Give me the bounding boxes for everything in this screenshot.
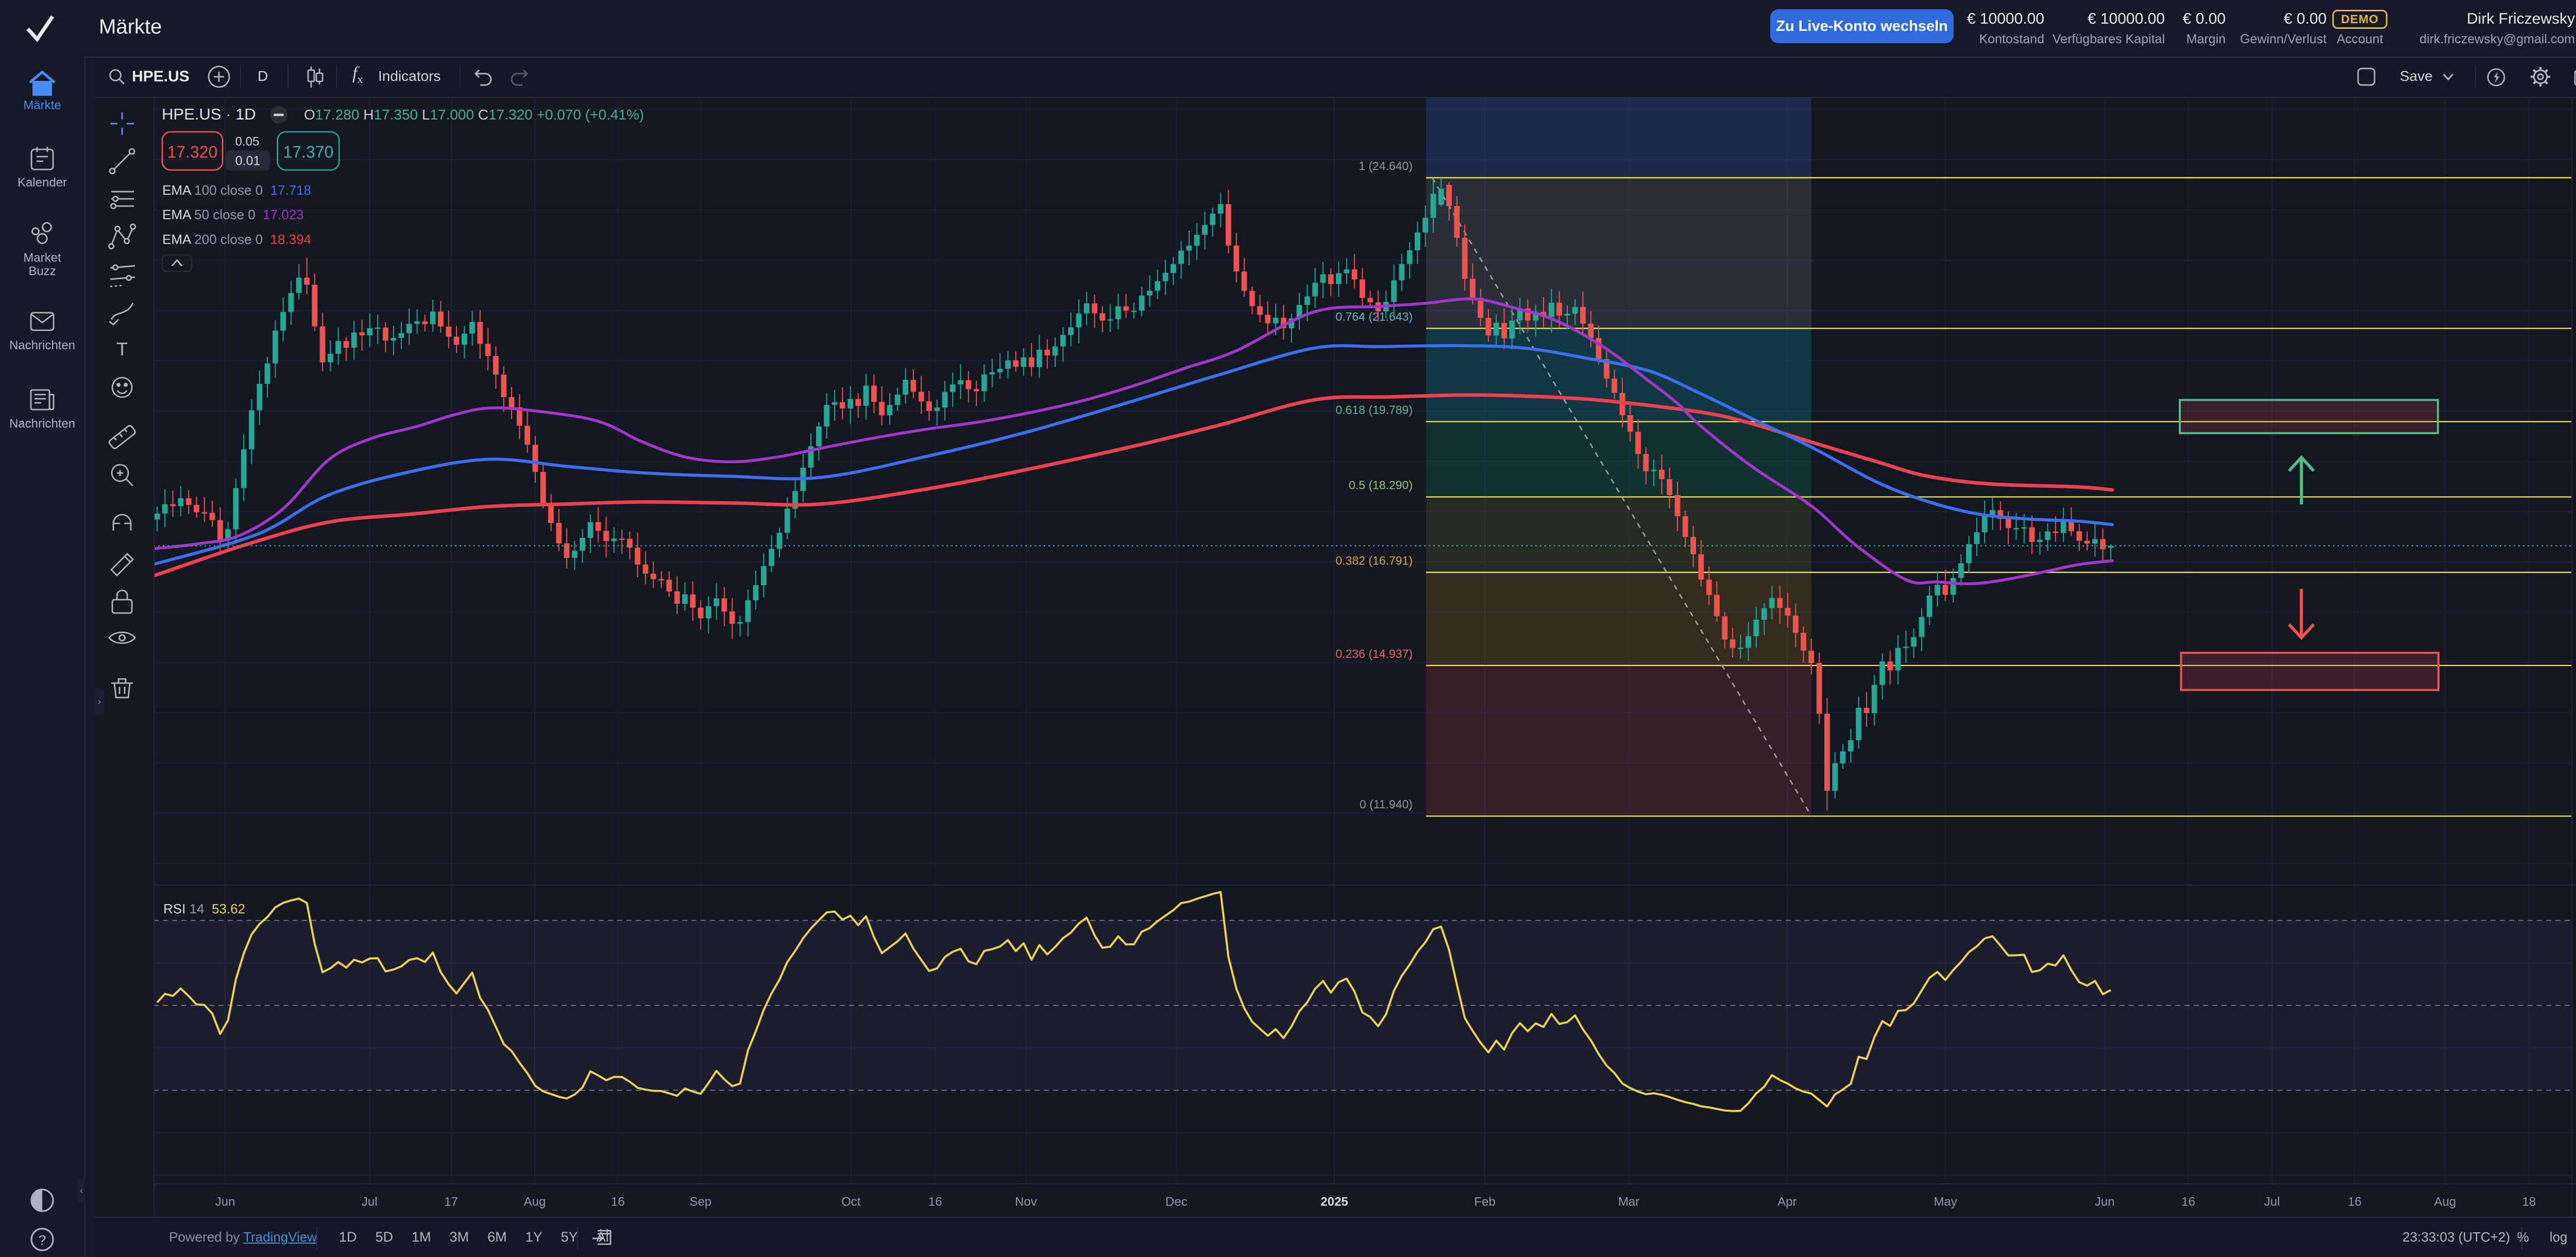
svg-text:Jul: Jul bbox=[2264, 1195, 2280, 1209]
svg-text:17.320: 17.320 bbox=[167, 143, 217, 161]
svg-text:0.5 (18.290): 0.5 (18.290) bbox=[1349, 479, 1413, 492]
svg-text:0.618 (19.789): 0.618 (19.789) bbox=[1335, 403, 1413, 416]
svg-text:Oct: Oct bbox=[841, 1195, 861, 1209]
svg-text:Sep: Sep bbox=[689, 1195, 711, 1209]
svg-text:2025: 2025 bbox=[1320, 1195, 1348, 1209]
svg-text:17: 17 bbox=[444, 1195, 458, 1209]
svg-text:16: 16 bbox=[2348, 1195, 2362, 1209]
svg-text:Feb: Feb bbox=[1474, 1195, 1495, 1209]
svg-text:18: 18 bbox=[2522, 1195, 2536, 1209]
svg-text:Nov: Nov bbox=[1015, 1195, 1037, 1209]
svg-text:Jun: Jun bbox=[215, 1195, 235, 1209]
svg-text:0.01: 0.01 bbox=[235, 154, 261, 168]
svg-text:16: 16 bbox=[2181, 1195, 2195, 1209]
svg-text:0.764 (21.643): 0.764 (21.643) bbox=[1335, 310, 1413, 323]
svg-text:17.370: 17.370 bbox=[283, 143, 333, 161]
svg-text:EMA 200 close 0 18.394: EMA 200 close 0 18.394 bbox=[162, 231, 311, 247]
svg-text:Jun: Jun bbox=[2095, 1195, 2115, 1209]
svg-text:HPE.US · 1D: HPE.US · 1D bbox=[162, 105, 256, 123]
svg-text:O17.280 H17.350 L17.000 C17.32: O17.280 H17.350 L17.000 C17.320 +0.070 (… bbox=[304, 107, 644, 123]
svg-text:16: 16 bbox=[611, 1195, 625, 1209]
svg-text:T: T bbox=[116, 338, 128, 360]
svg-text:Mar: Mar bbox=[1618, 1195, 1639, 1209]
svg-text:0.236 (14.937): 0.236 (14.937) bbox=[1335, 647, 1413, 660]
svg-text:EMA 50 close 0 17.023: EMA 50 close 0 17.023 bbox=[162, 207, 304, 223]
svg-text:0.05: 0.05 bbox=[235, 135, 260, 149]
svg-text:1 (24.640): 1 (24.640) bbox=[1359, 159, 1413, 173]
svg-text:EMA 100 close 0 17.718: EMA 100 close 0 17.718 bbox=[162, 182, 311, 198]
svg-text:16: 16 bbox=[928, 1195, 942, 1209]
svg-text:0 (11.940): 0 (11.940) bbox=[1360, 797, 1413, 811]
svg-text:RSI 14 53.62: RSI 14 53.62 bbox=[163, 901, 245, 916]
svg-text:0.382 (16.791): 0.382 (16.791) bbox=[1335, 554, 1413, 567]
svg-text:Apr: Apr bbox=[1777, 1195, 1797, 1209]
svg-text:Jul: Jul bbox=[362, 1195, 378, 1209]
svg-text:Aug: Aug bbox=[524, 1195, 546, 1209]
svg-text:?: ? bbox=[39, 1232, 46, 1248]
svg-text:Dec: Dec bbox=[1165, 1195, 1188, 1209]
svg-text:Aug: Aug bbox=[2434, 1195, 2456, 1209]
svg-text:May: May bbox=[1934, 1195, 1957, 1209]
